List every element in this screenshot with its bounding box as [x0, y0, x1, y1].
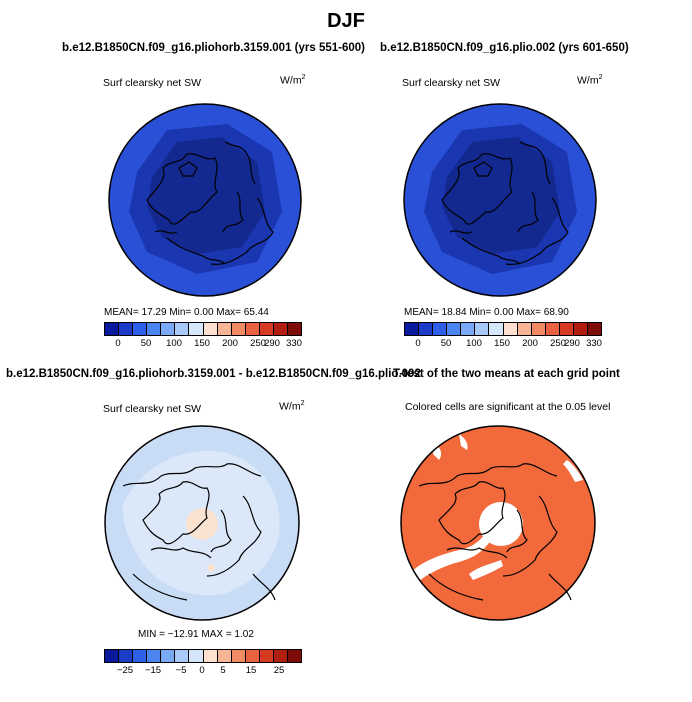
colorbar-cell	[147, 650, 162, 662]
map-peach-patch	[186, 508, 218, 540]
coastlines	[146, 141, 274, 265]
colorbar-cell	[559, 323, 574, 335]
tick-label: 50	[140, 338, 152, 349]
colorbar-cell	[217, 650, 232, 662]
colorbar-cell	[489, 323, 504, 335]
colorbar-ticks-top-right: 0 50 100 150 200 250 290 330	[404, 338, 602, 350]
colorbar-cell	[259, 650, 274, 662]
tick-label: 25	[273, 665, 285, 676]
tick-label: 290	[264, 338, 280, 349]
tick-label: 200	[222, 338, 238, 349]
variable-label-top-right: Surf clearsky net SW	[402, 77, 501, 89]
colorbar-cell	[503, 323, 518, 335]
colorbar-cell	[175, 323, 190, 335]
colorbar-cell	[531, 323, 546, 335]
polar-map-bottom-left	[104, 425, 300, 621]
tick-label: 150	[194, 338, 210, 349]
tick-label: 100	[466, 338, 482, 349]
colorbar-top-right	[404, 322, 602, 336]
variable-label-bottom-left: Surf clearsky net SW	[103, 403, 202, 415]
colorbar-cell	[245, 650, 260, 662]
colorbar-cell	[231, 650, 246, 662]
colorbar-cell	[203, 650, 218, 662]
colorbar-cell	[433, 323, 448, 335]
tick-label: 100	[166, 338, 182, 349]
coastlines	[122, 463, 276, 601]
colorbar-cell	[189, 323, 204, 335]
panel-title-bottom-left: b.e12.B1850CN.f09_g16.pliohorb.3159.001 …	[6, 368, 421, 380]
nonsignificant-patches	[409, 434, 583, 584]
panel-title-top-left: b.e12.B1850CN.f09_g16.pliohorb.3159.001 …	[62, 42, 365, 54]
colorbar-cell	[161, 323, 176, 335]
map-peach-dot	[207, 564, 215, 572]
panel-title-top-right: b.e12.B1850CN.f09_g16.plio.002 (yrs 601-…	[380, 42, 629, 54]
colorbar-cell	[475, 323, 490, 335]
tick-label: 200	[522, 338, 538, 349]
colorbar-cell	[119, 323, 134, 335]
colorbar-cell	[405, 323, 420, 335]
colorbar-cell	[447, 323, 462, 335]
colorbar-cell	[588, 323, 602, 335]
colorbar-top-left	[104, 322, 302, 336]
stats-bottom-left: MIN = −12.91 MAX = 1.02	[138, 629, 254, 640]
colorbar-cell	[419, 323, 434, 335]
colorbar-ticks-bottom-left: −25 −15 −5 0 5 15 25	[104, 665, 300, 677]
colorbar-cell	[288, 323, 302, 335]
colorbar-cell	[133, 650, 148, 662]
stats-top-left: MEAN= 17.29 Min= 0.00 Max= 65.44	[104, 307, 269, 318]
colorbar-ticks-top-left: 0 50 100 150 200 250 290 330	[104, 338, 302, 350]
stats-top-right: MEAN= 18.84 Min= 0.00 Max= 68.90	[404, 307, 569, 318]
tick-label: 330	[586, 338, 602, 349]
colorbar-cell	[105, 323, 120, 335]
tick-label: −5	[175, 665, 187, 676]
colorbar-cell	[273, 323, 289, 335]
colorbar-cell	[288, 650, 302, 662]
colorbar-cell	[119, 650, 134, 662]
units-label-top-right: W/m2	[577, 74, 603, 87]
colorbar-cell	[545, 323, 560, 335]
tick-label: 290	[564, 338, 580, 349]
colorbar-cell	[175, 650, 190, 662]
tick-label: 0	[199, 665, 205, 676]
colorbar-cell	[259, 323, 274, 335]
tick-label: 330	[286, 338, 302, 349]
polar-map-top-right	[403, 103, 597, 297]
colorbar-cell	[273, 650, 289, 662]
panel-title-bottom-right: T-test of the two means at each grid poi…	[393, 368, 620, 380]
tick-label: 5	[220, 665, 226, 676]
tick-label: 15	[245, 665, 257, 676]
tick-label: 250	[550, 338, 566, 349]
figure-title: DJF	[327, 10, 365, 32]
colorbar-cell	[461, 323, 476, 335]
units-label-top-left: W/m2	[280, 74, 306, 87]
colorbar-cell	[217, 323, 232, 335]
caption-bottom-right: Colored cells are significant at the 0.0…	[405, 401, 611, 413]
colorbar-cell	[189, 650, 204, 662]
polar-map-top-left	[108, 103, 302, 297]
tick-label: 0	[115, 338, 121, 349]
colorbar-cell	[161, 650, 176, 662]
colorbar-cell	[133, 323, 148, 335]
coastlines	[418, 463, 572, 601]
tick-label: 250	[250, 338, 266, 349]
polar-map-bottom-right	[400, 425, 596, 621]
tick-label: 0	[415, 338, 421, 349]
colorbar-cell	[573, 323, 589, 335]
tick-label: 50	[440, 338, 452, 349]
colorbar-cell	[147, 323, 162, 335]
tick-label: −25	[116, 665, 134, 676]
colorbar-cell	[105, 650, 120, 662]
units-label-bottom-left: W/m2	[279, 400, 305, 413]
coastlines	[441, 141, 569, 265]
colorbar-cell	[231, 323, 246, 335]
tick-label: −15	[144, 665, 162, 676]
colorbar-bottom-left	[104, 649, 302, 663]
colorbar-cell	[517, 323, 532, 335]
colorbar-cell	[245, 323, 260, 335]
variable-label-top-left: Surf clearsky net SW	[103, 77, 202, 89]
tick-label: 150	[494, 338, 510, 349]
colorbar-cell	[203, 323, 218, 335]
